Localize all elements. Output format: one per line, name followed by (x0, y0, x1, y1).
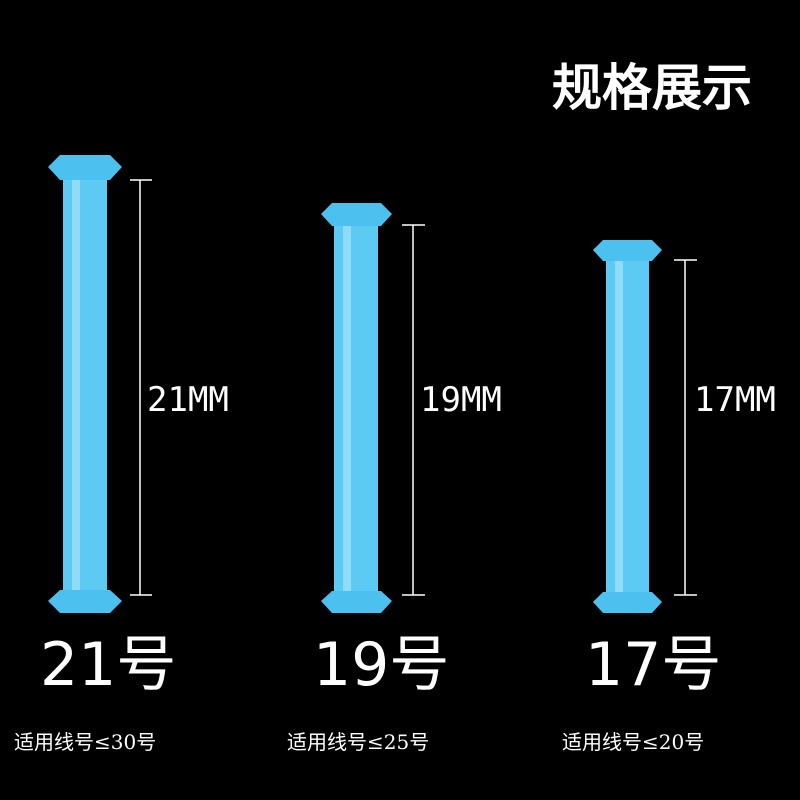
length-label: 21MM (147, 380, 229, 420)
tube (593, 240, 662, 613)
title: 规格展示 (552, 59, 752, 117)
dimension-line (402, 224, 425, 596)
size-label: 17号 (585, 630, 721, 700)
tube (48, 155, 122, 613)
usage-label: 适用线号≤30号 (14, 730, 156, 754)
dimension-line (130, 179, 152, 596)
dimension-line (674, 259, 697, 596)
tube (321, 203, 392, 613)
length-label: 19MM (420, 380, 502, 420)
usage-label: 适用线号≤25号 (287, 730, 429, 754)
length-label: 17MM (694, 380, 776, 420)
usage-label: 适用线号≤20号 (562, 730, 704, 754)
size-label: 19号 (313, 630, 449, 700)
size-label: 21号 (40, 630, 176, 700)
